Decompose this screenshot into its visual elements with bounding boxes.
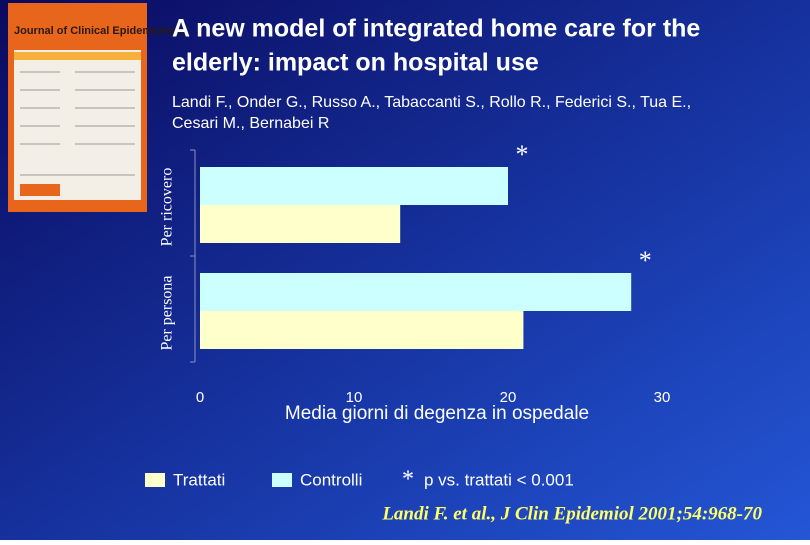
x-tick-label: 10 <box>346 389 363 406</box>
bar <box>200 205 401 243</box>
legend-label: Trattati <box>173 470 225 489</box>
cover-title: Journal of Clinical Epidemiology <box>14 25 185 37</box>
x-tick-label: 0 <box>196 389 204 406</box>
bar <box>200 311 524 349</box>
bar <box>200 273 632 311</box>
note-symbol: * <box>402 467 414 493</box>
authors-line: Landi F., Onder G., Russo A., Tabaccanti… <box>172 94 691 111</box>
title-line: A new model of integrated home care for … <box>172 15 700 43</box>
significance-marker: * <box>639 246 652 275</box>
x-tick-label: 30 <box>654 389 671 406</box>
x-axis-label: Media giorni di degenza in ospedale <box>285 403 589 424</box>
y-tick-label: Per ricovero <box>159 168 176 247</box>
journal-cover: Journal of Clinical Epidemiology <box>8 3 185 212</box>
x-tick-label: 20 <box>500 389 517 406</box>
significance-marker: * <box>516 140 529 169</box>
legend-swatch <box>272 473 292 487</box>
bar <box>200 167 508 205</box>
citation: Landi F. et al., J Clin Epidemiol 2001;5… <box>381 503 762 524</box>
authors-line: Cesari M., Bernabei R <box>172 115 329 132</box>
significance-note: p vs. trattati < 0.001 <box>424 470 574 489</box>
y-tick-label: Per persona <box>159 275 176 350</box>
legend-swatch <box>145 473 165 487</box>
title-line: elderly: impact on hospital use <box>172 49 539 77</box>
legend-label: Controlli <box>300 470 362 489</box>
